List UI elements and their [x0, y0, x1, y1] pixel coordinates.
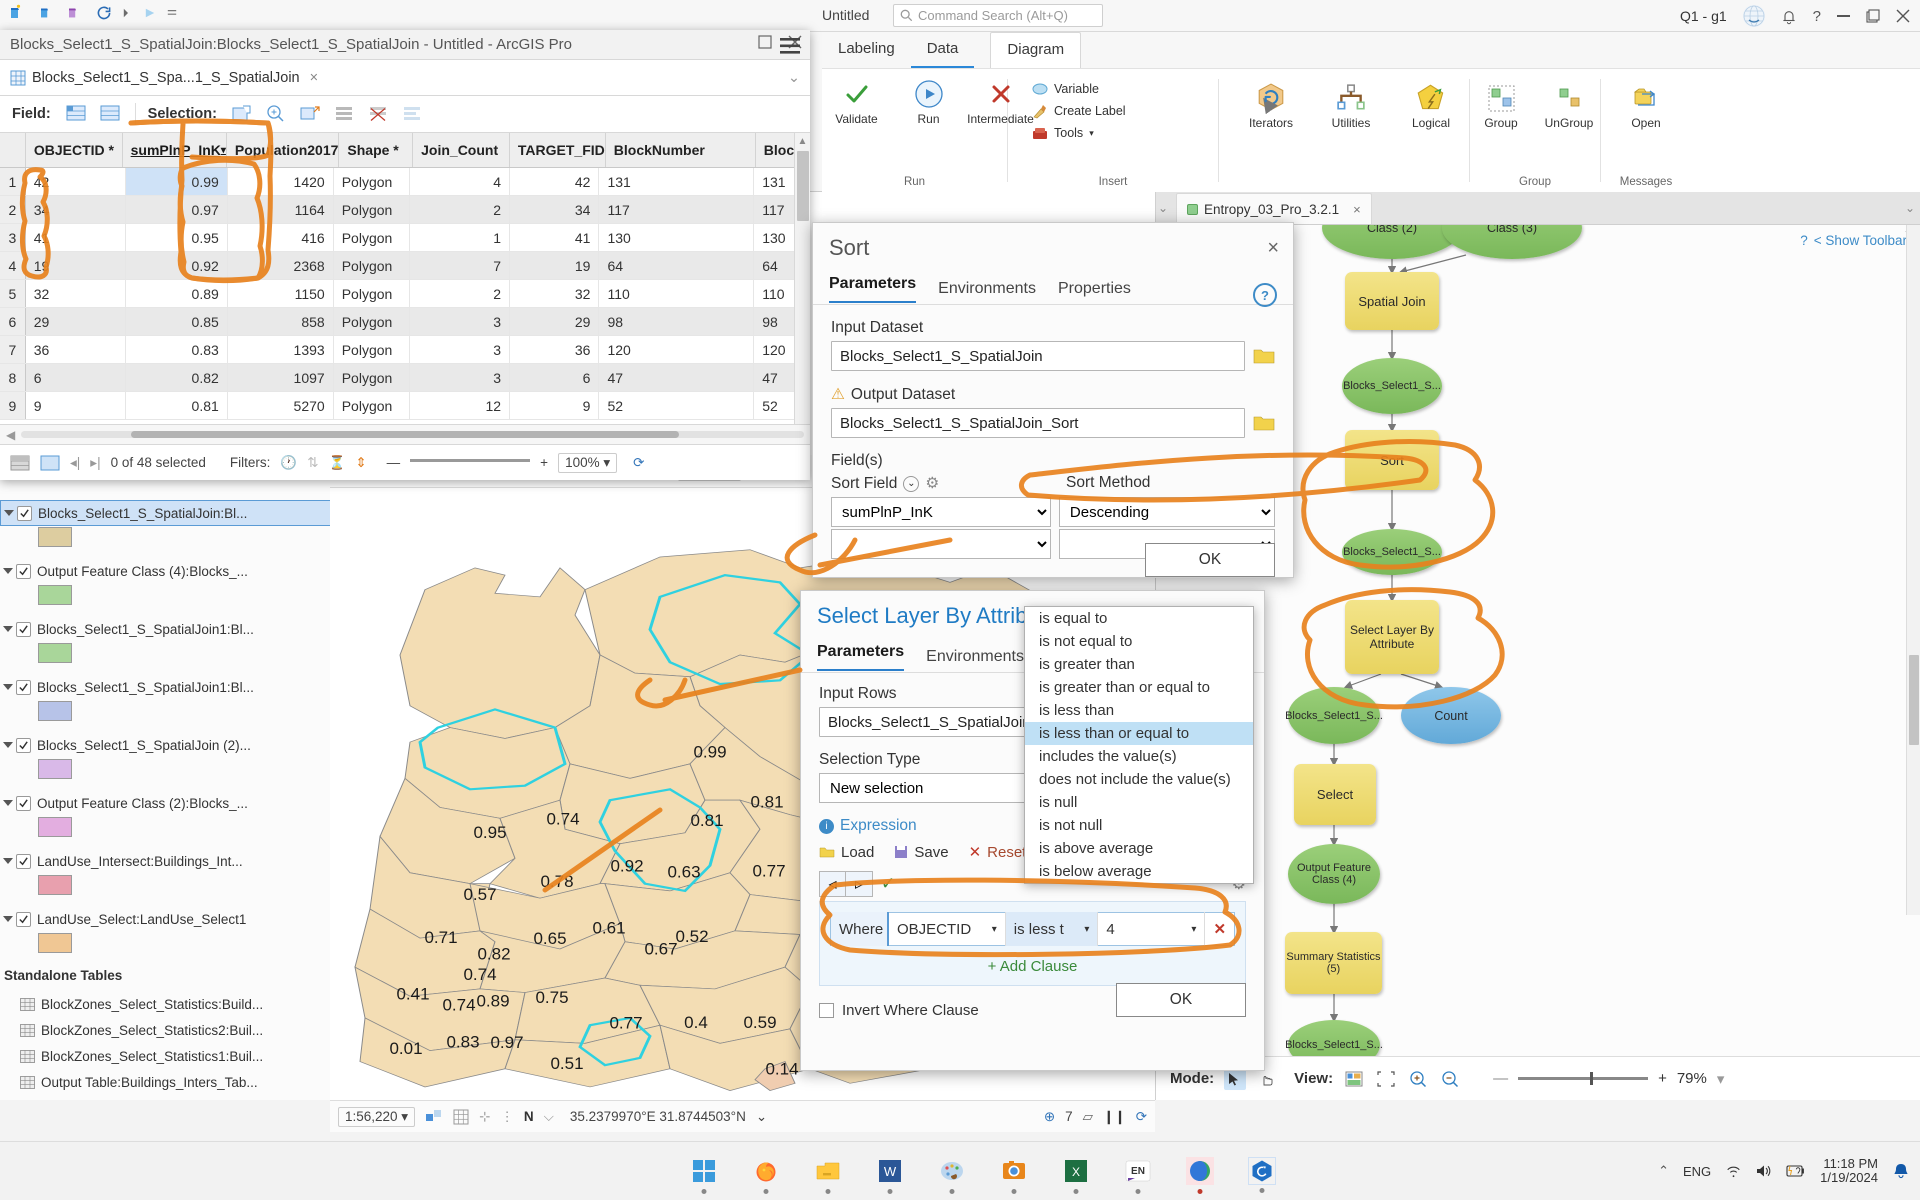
- svg-text:EN: EN: [1131, 1166, 1145, 1177]
- svg-text:W: W: [884, 1164, 897, 1179]
- svg-text:X: X: [1072, 1165, 1080, 1179]
